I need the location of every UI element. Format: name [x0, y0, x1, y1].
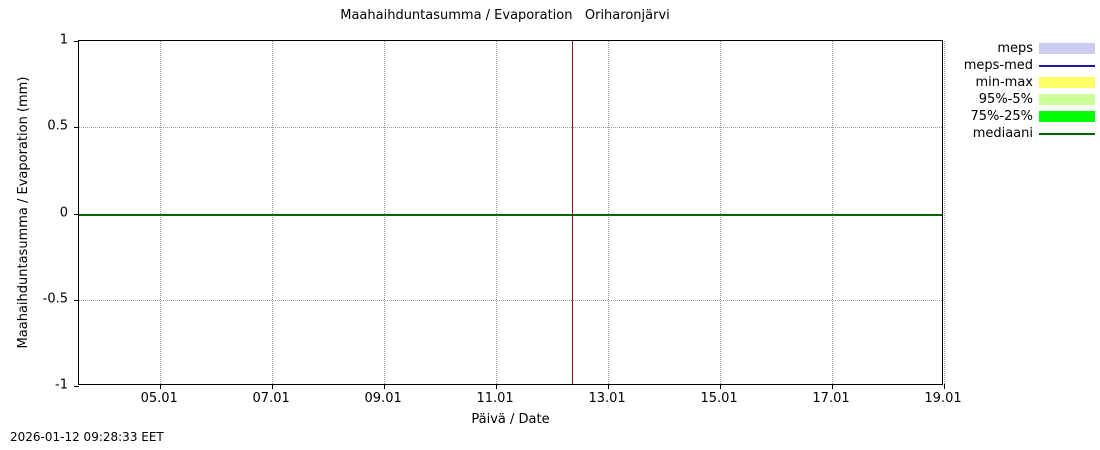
- x-gridline: [608, 41, 610, 384]
- x-tick-label: 09.01: [364, 391, 402, 406]
- legend-label: min-max: [975, 75, 1033, 90]
- legend-swatch-meps-med-icon: [1039, 64, 1095, 67]
- x-tick-label: 07.01: [252, 391, 290, 406]
- y-gridline: [79, 127, 942, 129]
- x-tick-mark: [720, 384, 722, 389]
- x-tick-mark: [608, 384, 610, 389]
- y-tick-mark: [74, 213, 79, 215]
- chart-title: Maahaihduntasumma / Evaporation Oriharon…: [340, 8, 670, 23]
- x-gridline: [944, 41, 945, 384]
- y-tick-mark: [74, 299, 79, 301]
- x-tick-label: 15.01: [700, 391, 738, 406]
- y-gridline: [79, 299, 942, 301]
- x-tick-label: 11.01: [476, 391, 514, 406]
- legend-item[interactable]: 75%-25%: [950, 108, 1095, 125]
- y-tick-mark: [74, 41, 79, 42]
- legend-item[interactable]: 95%-5%: [950, 91, 1095, 108]
- y-tick-label: -1: [55, 377, 68, 393]
- x-tick-mark: [160, 384, 162, 389]
- legend-label: meps: [997, 41, 1033, 56]
- legend-swatch-mediaani-icon: [1039, 132, 1095, 135]
- legend-label: meps-med: [963, 58, 1033, 73]
- x-tick-mark: [832, 384, 834, 389]
- plot-area: [74, 40, 945, 389]
- legend-swatch-meps-icon: [1039, 43, 1095, 54]
- x-tick-mark: [944, 384, 945, 389]
- chart-legend: meps meps-med min-max 95%-5% 75%-25% mediaani: [950, 40, 1095, 142]
- y-tick-mark: [74, 386, 79, 387]
- x-tick-label: 13.01: [588, 391, 626, 406]
- legend-swatch-min-max-icon: [1039, 77, 1095, 88]
- x-gridline: [160, 41, 162, 384]
- legend-swatch-95-5--icon: [1039, 94, 1095, 105]
- series-line-mediaani: [79, 213, 942, 216]
- legend-label: 95%-5%: [978, 92, 1033, 107]
- y-tick-mark: [74, 127, 79, 129]
- legend-item[interactable]: min-max: [950, 74, 1095, 91]
- x-tick-mark: [272, 384, 274, 389]
- current-time-line-icon: [571, 41, 573, 384]
- legend-item[interactable]: meps: [950, 40, 1095, 57]
- x-tick-mark: [496, 384, 498, 389]
- x-axis-label: Päivä / Date: [471, 412, 550, 427]
- x-tick-mark: [384, 384, 386, 389]
- x-tick-label: 05.01: [140, 391, 178, 406]
- x-gridline: [496, 41, 498, 384]
- legend-label: mediaani: [972, 126, 1033, 141]
- x-tick-label: 17.01: [812, 391, 850, 406]
- legend-item[interactable]: meps-med: [950, 57, 1095, 74]
- legend-swatch-75-25--icon: [1039, 111, 1095, 122]
- x-gridline: [272, 41, 274, 384]
- y-tick-label: 1: [59, 32, 68, 48]
- y-tick-label: 0.5: [47, 118, 68, 134]
- y-tick-label: -0.5: [42, 291, 68, 307]
- x-gridline: [720, 41, 722, 384]
- legend-label: 75%-25%: [970, 109, 1033, 124]
- timestamp-label: 2026-01-12 09:28:33 EET: [10, 430, 164, 444]
- x-tick-label: 19.01: [924, 391, 962, 406]
- y-tick-label: 0: [59, 205, 68, 220]
- x-gridline: [832, 41, 834, 384]
- x-gridline: [384, 41, 386, 384]
- legend-item[interactable]: mediaani: [950, 125, 1095, 142]
